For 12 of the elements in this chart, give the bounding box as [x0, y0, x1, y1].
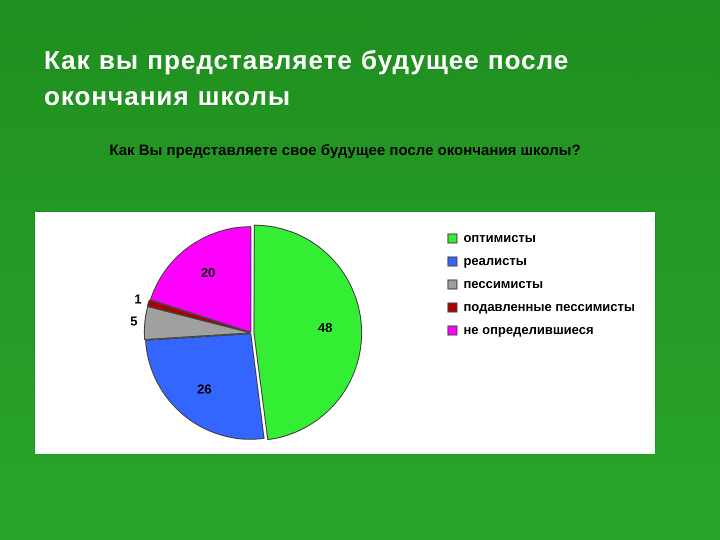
- data-label: 1: [134, 292, 142, 307]
- legend-label: пессимисты: [463, 276, 544, 292]
- data-label: 20: [200, 264, 216, 280]
- legend-label: оптимисты: [463, 230, 536, 246]
- data-label: 48: [318, 320, 332, 335]
- legend-label: реалисты: [463, 253, 527, 268]
- legend-label: не определившиеся: [463, 322, 594, 338]
- chart-title: Как вы представляете будущее после окончания школы: [44, 44, 570, 113]
- legend-label: подавленные пессимисты: [463, 299, 636, 314]
- data-label: 5: [130, 313, 138, 328]
- chart-subtitle: Как Вы представляете свое будущее после окончания школы?: [108, 141, 582, 161]
- data-label: 26: [197, 381, 212, 396]
